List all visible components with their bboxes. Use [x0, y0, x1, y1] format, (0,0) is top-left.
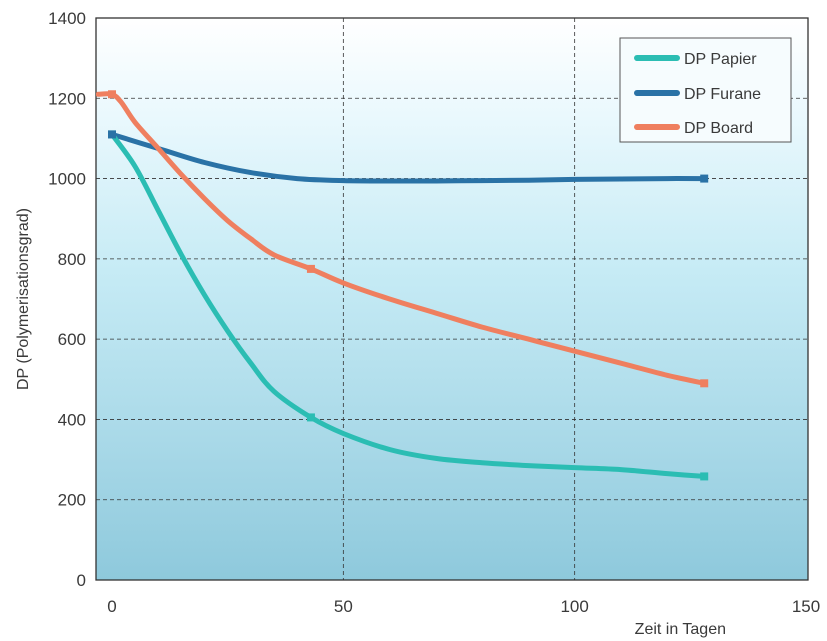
- data-point-marker: [108, 130, 116, 139]
- data-point-marker: [306, 264, 315, 273]
- x-tick-label: 50: [334, 597, 353, 616]
- x-tick-label: 0: [107, 597, 116, 616]
- x-tick-label: 150: [792, 597, 820, 616]
- data-point-marker: [306, 413, 315, 422]
- x-axis-title: Zeit in Tagen: [635, 621, 726, 638]
- legend-label: DP Papier: [684, 51, 757, 68]
- series-line-0: [109, 131, 707, 479]
- series-layer: [96, 91, 707, 479]
- legend-label: DP Board: [684, 120, 753, 137]
- y-tick-label: 1400: [48, 9, 86, 28]
- y-tick-label: 200: [58, 491, 86, 510]
- x-tick-label: 100: [560, 597, 588, 616]
- legend-label: DP Furane: [684, 86, 761, 103]
- series-line-1: [109, 131, 707, 184]
- y-tick-labels: 0 200 400 600 800 1000 1200 1400: [48, 9, 86, 590]
- y-tick-label: 800: [58, 250, 86, 269]
- legend: DP Papier DP Furane DP Board: [619, 37, 792, 143]
- y-tick-label: 400: [58, 410, 86, 429]
- data-point-marker: [108, 90, 116, 99]
- data-point-marker: [700, 174, 709, 183]
- x-tick-labels: 0 50 100 150: [107, 597, 820, 616]
- grid-lines: [96, 18, 808, 580]
- y-axis-title: DP (Polymerisationsgrad): [15, 208, 32, 390]
- data-point-marker: [700, 379, 709, 388]
- y-tick-label: 600: [58, 330, 86, 349]
- plot-frame: [95, 17, 809, 581]
- data-point-marker: [700, 472, 709, 481]
- y-tick-label: 1000: [48, 170, 86, 189]
- y-tick-label: 0: [77, 571, 86, 590]
- markers-layer: [108, 90, 709, 481]
- y-tick-label: 1200: [48, 89, 86, 108]
- series-line-2: [96, 91, 707, 386]
